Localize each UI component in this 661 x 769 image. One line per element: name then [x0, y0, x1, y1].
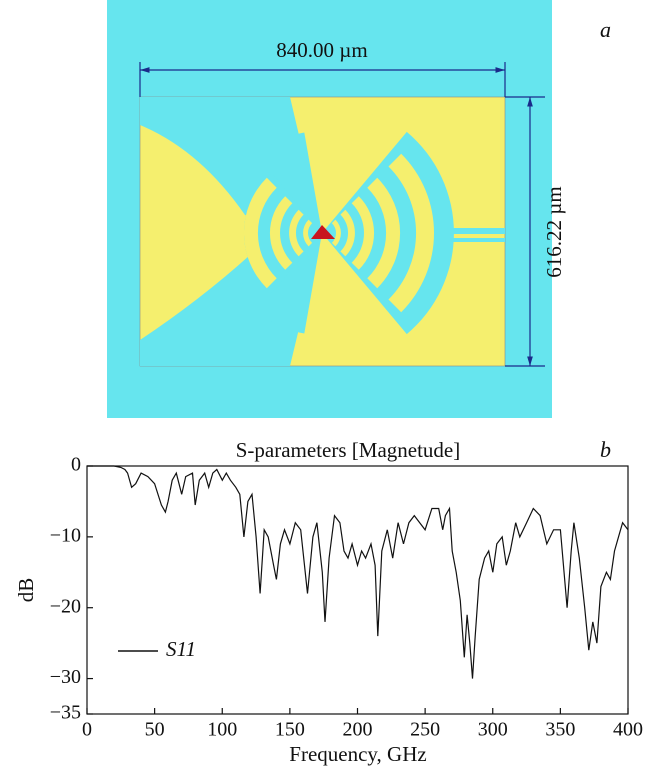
y-tick-label: −10 [50, 524, 81, 546]
panel-label: a [600, 17, 611, 42]
ring [351, 196, 375, 270]
x-tick-label: 0 [82, 719, 92, 741]
y-tick-label: 0 [71, 454, 81, 476]
y-tick-label: −35 [50, 702, 81, 724]
rings [243, 131, 454, 335]
y-tick-label: −20 [50, 595, 81, 617]
device [311, 225, 335, 239]
x-tick-label: 200 [343, 719, 373, 741]
chart-title: S-parameters [Magnetude] [236, 438, 461, 462]
slot [450, 228, 505, 234]
x-tick-label: 300 [478, 719, 508, 741]
panel-label: b [600, 437, 611, 462]
y-axis-label: dB [14, 578, 38, 603]
line [87, 465, 629, 679]
ring [388, 153, 435, 313]
x-axis-label: Frequency, GHz [289, 742, 426, 766]
ring [340, 209, 355, 257]
x-tick-label: 50 [145, 719, 165, 741]
ring [331, 219, 341, 247]
width-label: 840.00 µm [276, 38, 367, 62]
cut [263, 233, 322, 334]
x-tick-label: 250 [410, 719, 440, 741]
x-tick-label: 350 [545, 719, 575, 741]
cut [263, 132, 322, 233]
legend-label: S11 [166, 637, 196, 661]
x-tick-label: 100 [207, 719, 237, 741]
height-label: 616.22 µm [542, 186, 566, 277]
ring [289, 209, 304, 257]
antenna-layout: 840.00 µm 616.22 µm a [107, 0, 611, 418]
ring [303, 219, 313, 247]
ring [367, 177, 401, 289]
ring [269, 196, 293, 270]
x-tick-label: 400 [613, 719, 643, 741]
y-tick-label: −30 [50, 666, 81, 688]
slot [450, 238, 505, 242]
x-tick-label: 150 [275, 719, 305, 741]
ring [243, 177, 277, 289]
